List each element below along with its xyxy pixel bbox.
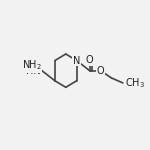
- Text: O: O: [86, 55, 93, 65]
- Text: HN: HN: [26, 66, 41, 76]
- Text: NH$_2$: NH$_2$: [22, 58, 42, 72]
- Text: O: O: [97, 66, 104, 76]
- Text: N: N: [73, 56, 80, 66]
- Text: CH$_3$: CH$_3$: [125, 76, 145, 90]
